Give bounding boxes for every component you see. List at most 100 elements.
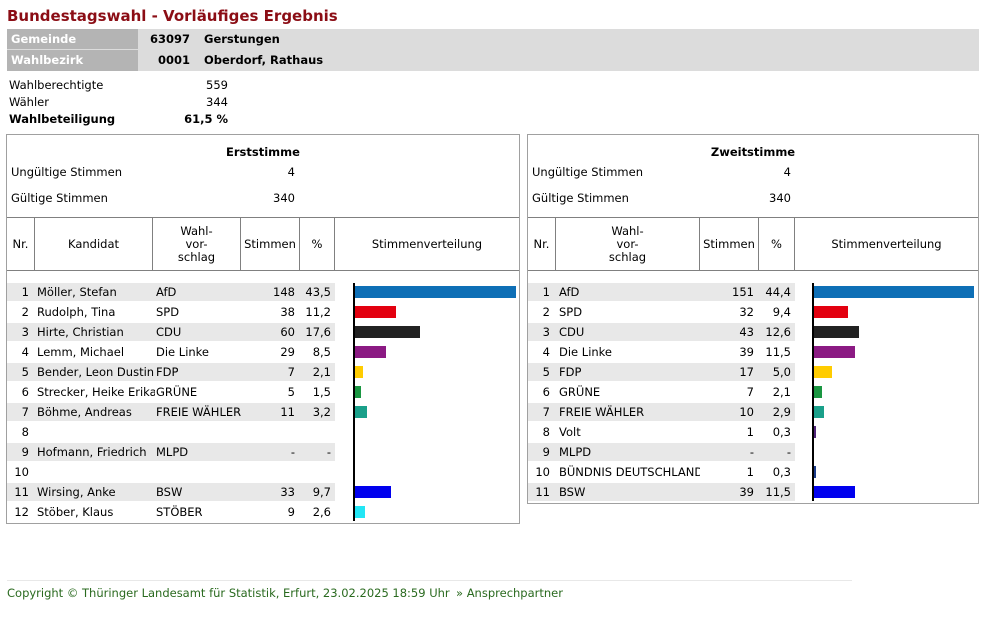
vote-bar — [814, 466, 816, 478]
waehler-label: Wähler — [9, 95, 49, 109]
percent: - — [326, 445, 331, 459]
candidate-name: Wirsing, Anke — [37, 485, 116, 499]
percent: 5,0 — [772, 365, 791, 379]
votes: - — [290, 445, 295, 459]
percent: - — [786, 445, 791, 459]
party-name: FDP — [156, 365, 179, 379]
party-name: SPD — [156, 305, 180, 319]
ansprechpartner-link[interactable]: » Ansprechpartner — [456, 586, 563, 600]
header-prozent: % — [759, 218, 795, 270]
party-name: AfD — [559, 285, 580, 299]
percent: 1,5 — [312, 385, 331, 399]
row-number: 5 — [21, 365, 29, 379]
table-row: 9 Hofmann, Friedrich MLPD - - — [7, 443, 335, 461]
party-name: FREIE WÄHLER — [156, 405, 241, 419]
candidate-name: Rudolph, Tina — [37, 305, 116, 319]
table-row: 7 Böhme, Andreas FREIE WÄHLER 11 3,2 — [7, 403, 335, 421]
percent: 11,5 — [765, 485, 791, 499]
votes: 32 — [739, 305, 754, 319]
candidate-name: Hirte, Christian — [37, 325, 124, 339]
candidate-name: Lemm, Michael — [37, 345, 125, 359]
percent — [300, 463, 331, 481]
row-background — [528, 363, 795, 381]
wahlbezirk-number: 0001 — [157, 53, 190, 67]
percent: 2,1 — [772, 385, 791, 399]
votes: 151 — [732, 285, 754, 299]
percent: 17,6 — [305, 325, 331, 339]
wahlberechtigte-label: Wahlberechtigte — [9, 78, 104, 92]
table-row: 2 Rudolph, Tina SPD 38 11,2 — [7, 303, 335, 321]
party-name: MLPD — [156, 445, 189, 459]
vote-bar — [814, 326, 860, 338]
row-number: 9 — [21, 445, 29, 459]
candidate-name: Möller, Stefan — [37, 285, 117, 299]
row-background — [7, 483, 335, 501]
table-row: 7 FREIE WÄHLER 10 2,9 — [528, 403, 795, 421]
votes: 43 — [739, 325, 754, 339]
header-nr: Nr. — [7, 218, 35, 270]
percent: 2,6 — [312, 505, 331, 519]
candidate-name: Bender, Leon Dustin — [37, 365, 155, 379]
table-row: 5 Bender, Leon Dustin FDP 7 2,1 — [7, 363, 335, 381]
row-number: 10 — [535, 465, 550, 479]
header-stimmenverteilung: Stimmenverteilung — [831, 236, 942, 251]
zweit-ungueltig-label: Ungültige Stimmen — [532, 165, 643, 179]
row-number: 7 — [542, 405, 550, 419]
waehler-value: 344 — [206, 95, 228, 109]
row-number: 6 — [542, 385, 550, 399]
party-name: CDU — [156, 325, 182, 339]
candidate-name: Strecker, Heike Erika — [37, 385, 155, 399]
row-number: 12 — [14, 505, 29, 519]
vote-bar — [355, 326, 421, 338]
table-row: 3 CDU 43 12,6 — [528, 323, 795, 341]
erst-ungueltig-label: Ungültige Stimmen — [11, 165, 122, 179]
row-number: 7 — [21, 405, 29, 419]
row-background — [7, 443, 335, 461]
table-row: 6 GRÜNE 7 2,1 — [528, 383, 795, 401]
votes: 39 — [739, 345, 754, 359]
votes: 7 — [746, 385, 754, 399]
vote-bar — [355, 286, 516, 298]
party-name: CDU — [559, 325, 585, 339]
percent: 2,9 — [772, 405, 791, 419]
votes: 38 — [280, 305, 295, 319]
distribution-axis — [353, 283, 355, 521]
table-row: 8 — [7, 423, 335, 441]
party-name: Volt — [559, 425, 581, 439]
votes — [241, 423, 295, 441]
vote-bar — [814, 286, 974, 298]
row-number: 4 — [542, 345, 550, 359]
candidate-name: Böhme, Andreas — [37, 405, 132, 419]
wahlbeteiligung-value: 61,5 % — [184, 112, 228, 126]
gemeinde-name: Gerstungen — [204, 32, 280, 46]
row-number: 2 — [21, 305, 29, 319]
header-stimmen: Stimmen — [241, 218, 300, 270]
table-row: 3 Hirte, Christian CDU 60 17,6 — [7, 323, 335, 341]
erststimme-title: Erststimme — [226, 145, 300, 159]
vote-bar — [814, 426, 816, 438]
party-name: BSW — [559, 485, 586, 499]
row-background — [528, 443, 795, 461]
distribution-axis — [812, 283, 814, 501]
votes: 9 — [287, 505, 295, 519]
wahlbezirk-label: Wahlbezirk — [7, 50, 138, 71]
votes: 1 — [746, 465, 754, 479]
percent: 8,5 — [312, 345, 331, 359]
table-row: 10 — [7, 463, 335, 481]
footer-copyright: Copyright © Thüringer Landesamt für Stat… — [7, 586, 450, 600]
percent: 2,1 — [312, 365, 331, 379]
vote-bar — [355, 366, 363, 378]
vote-bar — [355, 486, 391, 498]
row-number: 1 — [21, 285, 29, 299]
vote-bar — [355, 346, 387, 358]
party-name: BÜNDNIS DEUTSCHLAND — [559, 465, 700, 479]
table-row: 2 SPD 32 9,4 — [528, 303, 795, 321]
wahlberechtigte-value: 559 — [206, 78, 228, 92]
party-name: AfD — [156, 285, 177, 299]
row-number: 11 — [535, 485, 550, 499]
candidate-name: Hofmann, Friedrich — [37, 445, 147, 459]
header-nr: Nr. — [528, 218, 556, 270]
percent: 12,6 — [765, 325, 791, 339]
erststimme-panel: Erststimme Ungültige Stimmen 4 Gültige S… — [6, 134, 520, 524]
vote-bar — [814, 486, 856, 498]
